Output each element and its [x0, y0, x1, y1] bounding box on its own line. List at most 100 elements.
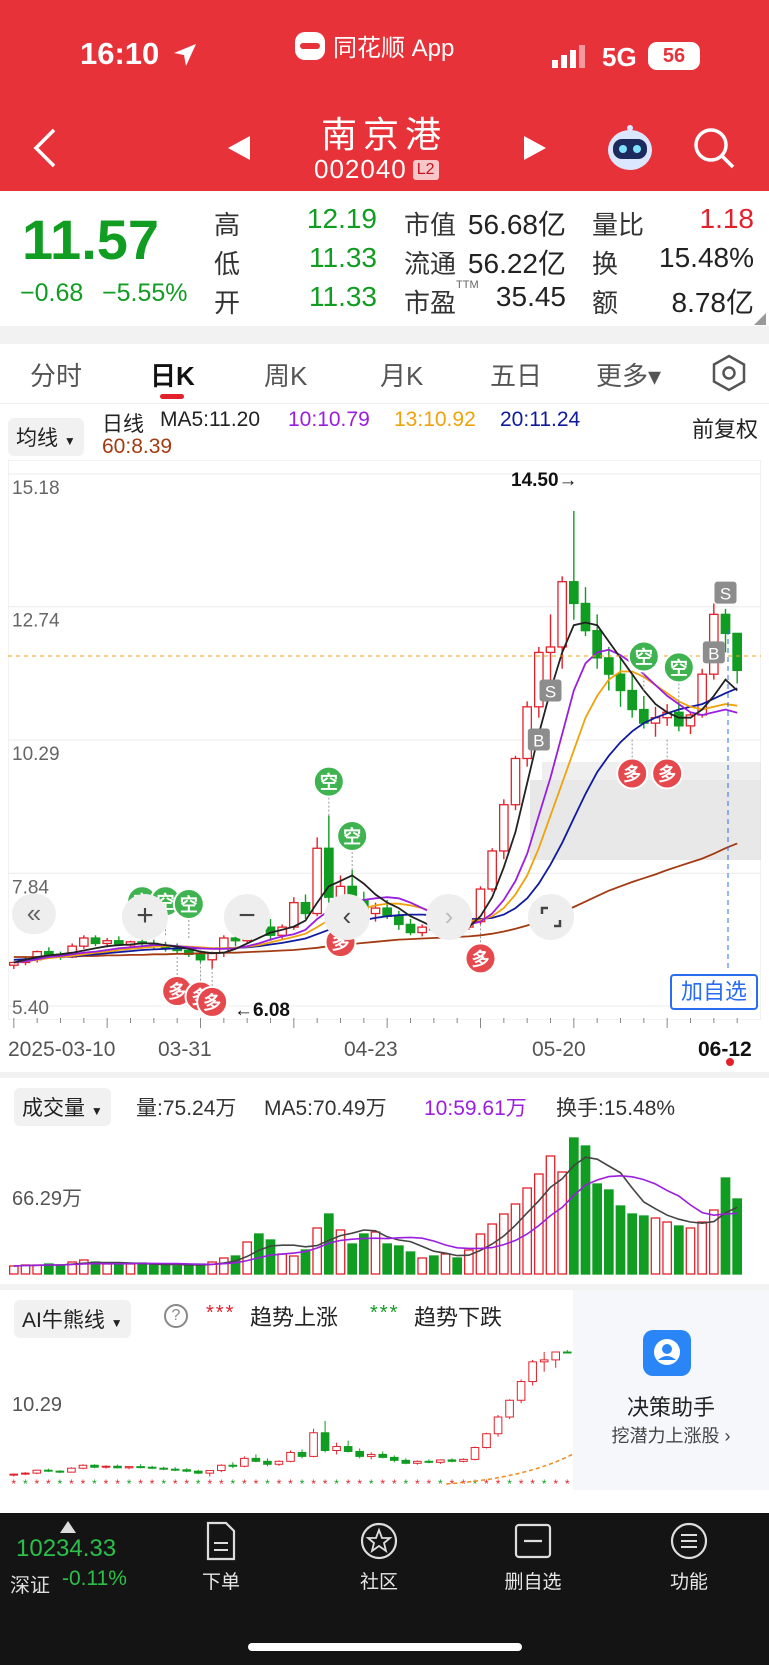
fullscreen-icon[interactable]	[528, 894, 574, 940]
ma-selector[interactable]: 均线 ▼	[8, 418, 84, 456]
volume-y-label: 66.29万	[12, 1188, 83, 1210]
collapse-left-icon[interactable]: «	[12, 894, 56, 934]
tab-daily-k[interactable]: 日K	[150, 361, 195, 391]
volume-bar	[347, 1243, 358, 1275]
next-stock-icon[interactable]	[522, 134, 548, 162]
add-watchlist-button[interactable]: 加自选	[670, 974, 758, 1010]
candles-group	[8, 510, 743, 970]
scroll-right-icon[interactable]: ›	[426, 894, 472, 940]
settings-hexagon-icon[interactable]	[710, 354, 748, 392]
assistant-title: 决策助手	[626, 1395, 715, 1420]
kline-chart[interactable]: 15.1812.7410.297.845.40 14.50→ ←6.08 空空空…	[8, 460, 761, 1020]
ai-candle-body	[182, 1469, 192, 1472]
ai-selector[interactable]: AI牛熊线 ▼	[14, 1300, 131, 1338]
candle-body	[498, 804, 509, 852]
open-label: 开	[214, 288, 241, 318]
quote-panel: 11.57 −0.68 −5.55% 高 12.19 低 11.33 开 11.…	[0, 191, 769, 326]
decision-assistant-card[interactable]: 决策助手 挖潜力上涨股 ›	[573, 1290, 769, 1490]
chart-area: 均线 ▼ 日线 MA5:11.20 10:10.79 13:10.92 20:1…	[0, 404, 769, 1498]
prev-stock-icon[interactable]	[226, 134, 252, 162]
trend-up-legend: 趋势上涨	[250, 1305, 339, 1330]
volume-bar	[580, 1145, 591, 1275]
ai-chart[interactable]: * * * * * * * * * * * * * * * * * * * * * * * * * * * * * * * * * * * * * * * *…	[8, 1344, 573, 1494]
candle-body	[195, 953, 206, 961]
nav-remove-watch[interactable]: 删自选	[488, 1521, 578, 1594]
app-banner[interactable]: 同花顺 App	[295, 28, 454, 63]
trend-star: *	[150, 1477, 155, 1491]
home-indicator	[248, 1643, 522, 1651]
zoom-in-icon[interactable]: +	[122, 894, 168, 940]
ma10-legend: 10:10.79	[288, 408, 370, 431]
signal-bubble	[312, 765, 345, 798]
volume-bar	[207, 1261, 218, 1275]
trend-star: *	[104, 1477, 109, 1491]
volume-bar	[463, 1249, 474, 1275]
nav-order-label: 下单	[201, 1572, 240, 1593]
trend-star: *	[254, 1477, 259, 1491]
trend-star: *	[46, 1477, 51, 1491]
turnover-label: 换	[592, 249, 619, 279]
tab-weekly-k[interactable]: 周K	[264, 361, 308, 391]
trend-star: *	[380, 1477, 385, 1491]
help-icon[interactable]: ?	[164, 1304, 188, 1328]
zoom-out-icon[interactable]: −	[224, 894, 270, 940]
ai-candle-body	[228, 1464, 238, 1467]
ai-candle-body	[413, 1460, 422, 1464]
adjust-mode[interactable]: 前复权	[692, 417, 759, 442]
tab-more[interactable]: 更多▾	[596, 361, 662, 391]
tab-monthly-k[interactable]: 月K	[380, 361, 424, 391]
signal-label: 空	[320, 772, 338, 793]
min-annotation: ←6.08	[234, 1000, 290, 1020]
divider	[0, 326, 769, 344]
ai-candle-body	[32, 1469, 42, 1474]
candle-body	[90, 937, 101, 945]
volume-bar	[358, 1233, 369, 1275]
nav-order[interactable]: 下单	[176, 1521, 266, 1594]
trend-star: *	[553, 1477, 558, 1491]
trend-star: *	[323, 1477, 328, 1491]
back-arrow-icon[interactable]	[30, 126, 60, 170]
level-badge: L2	[412, 159, 439, 180]
trade-marker	[539, 679, 562, 702]
scroll-left-icon[interactable]: ‹	[324, 894, 370, 940]
trend-star: *	[231, 1477, 236, 1491]
signal-label: 空	[343, 826, 361, 847]
search-icon[interactable]	[692, 126, 736, 170]
nav-functions-label: 功能	[669, 1572, 708, 1593]
volume-selector[interactable]: 成交量 ▼	[14, 1088, 111, 1126]
ai-candle-body	[366, 1453, 376, 1457]
trade-marker-label: B	[708, 644, 719, 663]
trend-star: *	[507, 1477, 512, 1491]
volume-bar	[265, 1239, 276, 1275]
signal-bubble	[662, 651, 695, 684]
candle-body	[545, 646, 556, 654]
robot-assistant-icon[interactable]	[604, 122, 656, 174]
volume-bar	[78, 1259, 89, 1275]
index-value[interactable]: 10234.33	[16, 1535, 117, 1562]
price-change: −0.68	[20, 279, 84, 307]
ai-candle-body	[205, 1470, 215, 1474]
amount-value: 8.78亿	[671, 287, 755, 318]
status-time: 16:10	[80, 36, 160, 71]
ai-candle-body	[505, 1399, 514, 1418]
volume-bar	[417, 1257, 428, 1275]
tab-intraday[interactable]: 分时	[30, 361, 83, 391]
trend-star: *	[438, 1477, 443, 1491]
volume-bar	[662, 1221, 673, 1275]
candle-body	[557, 581, 568, 648]
volume-bar	[125, 1263, 136, 1275]
last-price: 11.57	[22, 208, 160, 271]
trend-star: *	[369, 1477, 374, 1491]
nav-community[interactable]: 社区	[334, 1521, 424, 1594]
trend-star: *	[92, 1477, 97, 1491]
expand-corner-icon[interactable]	[754, 313, 766, 325]
support-zone	[530, 780, 761, 860]
candle-body	[627, 689, 638, 711]
trend-star: *	[81, 1477, 86, 1491]
volume-chart[interactable]	[8, 1124, 761, 1280]
signal-icon	[552, 45, 585, 68]
tab-five-day[interactable]: 五日	[490, 361, 543, 391]
trend-star: *	[207, 1477, 212, 1491]
network-label: 5G	[602, 42, 637, 72]
nav-functions[interactable]: 功能	[644, 1521, 734, 1594]
